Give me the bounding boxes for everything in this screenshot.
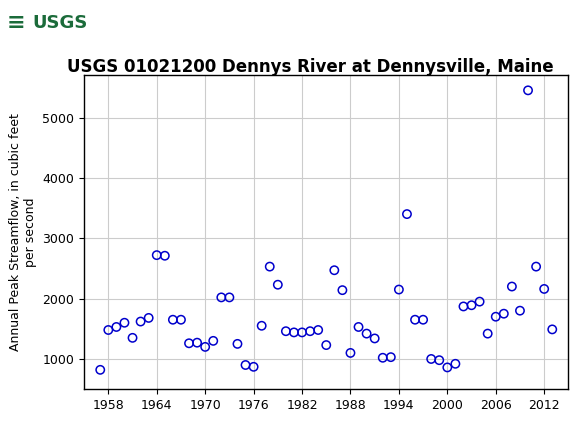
Point: [346, 350, 355, 356]
Point: [144, 314, 153, 321]
Text: ≡: ≡: [7, 12, 26, 33]
Point: [491, 313, 501, 320]
Point: [508, 283, 517, 290]
Point: [539, 286, 549, 292]
Point: [257, 322, 266, 329]
Point: [362, 330, 371, 337]
Point: [224, 294, 234, 301]
Y-axis label: Annual Peak Streamflow, in cubic feet
per second: Annual Peak Streamflow, in cubic feet pe…: [9, 113, 37, 351]
Point: [483, 330, 492, 337]
Point: [523, 87, 532, 94]
Point: [434, 357, 444, 364]
Point: [459, 303, 468, 310]
Point: [403, 211, 412, 218]
Text: USGS: USGS: [32, 14, 87, 31]
Point: [475, 298, 484, 305]
Bar: [3, 3, 93, 43]
Point: [281, 328, 291, 335]
Point: [548, 326, 557, 333]
Point: [338, 287, 347, 294]
Point: [241, 362, 250, 369]
Point: [378, 354, 387, 361]
Point: [426, 356, 436, 362]
Point: [531, 263, 541, 270]
Point: [467, 302, 476, 309]
Point: [370, 335, 379, 342]
Point: [168, 316, 177, 323]
Point: [209, 338, 218, 344]
Point: [201, 344, 210, 350]
Point: [152, 252, 161, 258]
Point: [298, 329, 307, 336]
Point: [306, 328, 315, 335]
Point: [354, 323, 363, 330]
Point: [120, 319, 129, 326]
Point: [104, 326, 113, 333]
Point: [443, 364, 452, 371]
Point: [329, 267, 339, 273]
Point: [184, 340, 194, 347]
Point: [451, 360, 460, 367]
Point: [321, 342, 331, 349]
Point: [499, 310, 509, 317]
Point: [193, 339, 202, 346]
Point: [128, 335, 137, 341]
Point: [136, 318, 145, 325]
Text: USGS 01021200 Dennys River at Dennysville, Maine: USGS 01021200 Dennys River at Dennysvill…: [67, 58, 554, 76]
Point: [273, 281, 282, 288]
Point: [515, 307, 524, 314]
Point: [176, 316, 186, 323]
Point: [249, 363, 258, 370]
Point: [314, 326, 323, 333]
Point: [217, 294, 226, 301]
Point: [386, 354, 396, 361]
Point: [96, 366, 105, 373]
Point: [160, 252, 169, 259]
Point: [112, 323, 121, 330]
Point: [411, 316, 420, 323]
Point: [233, 341, 242, 347]
Point: [265, 263, 274, 270]
Point: [394, 286, 404, 293]
Point: [289, 329, 299, 336]
Point: [418, 316, 427, 323]
